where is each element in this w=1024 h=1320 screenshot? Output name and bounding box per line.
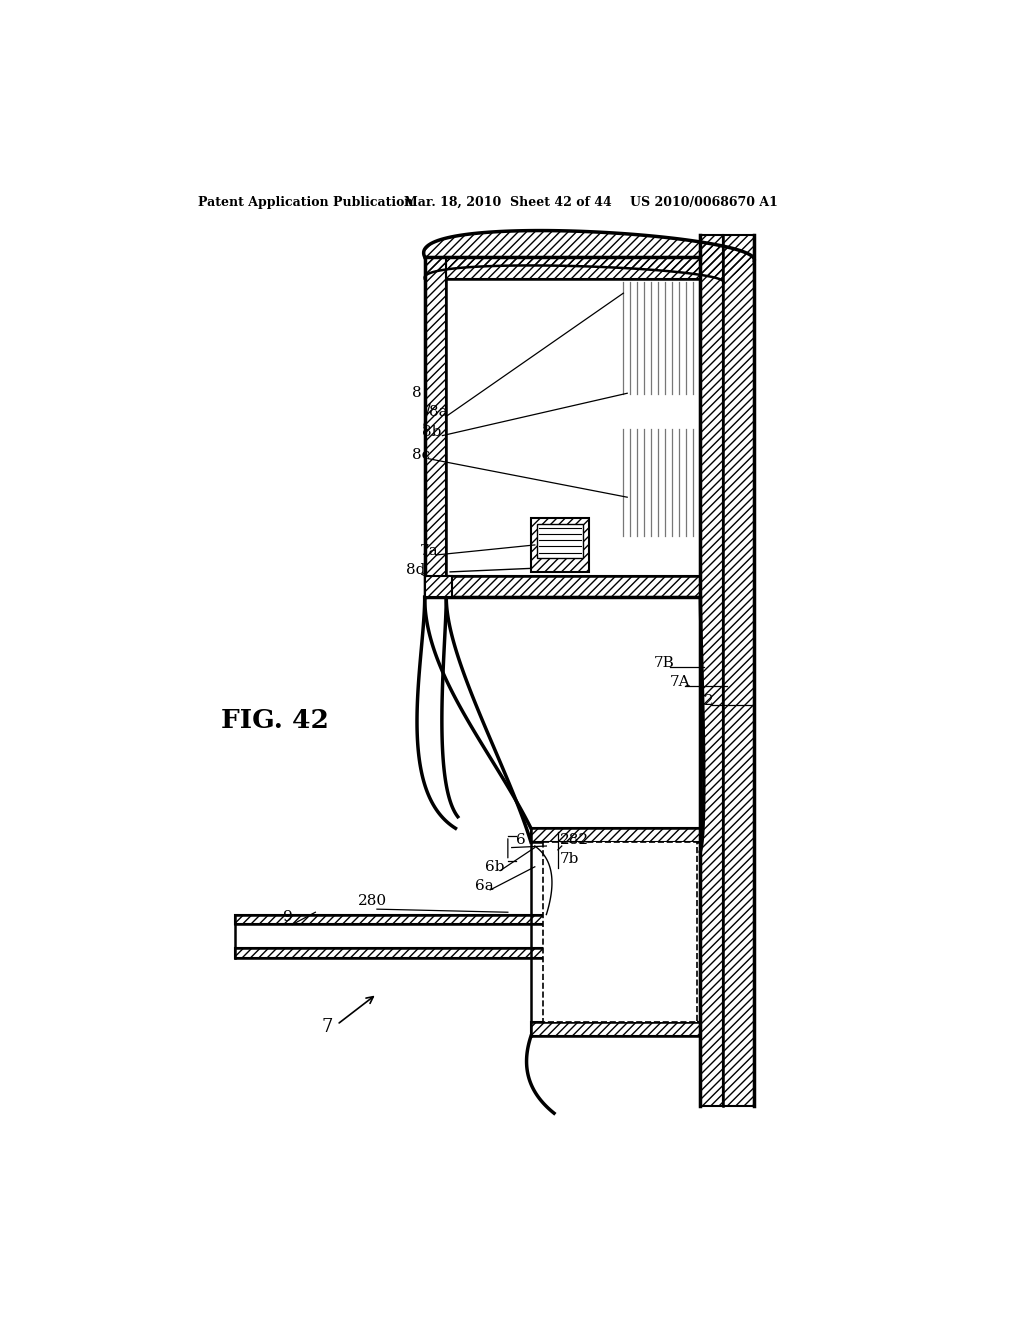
Bar [446,576,700,597]
Bar [425,257,446,597]
Text: US 2010/0068670 A1: US 2010/0068670 A1 [630,197,777,209]
Text: 282: 282 [560,833,590,846]
Text: 6a: 6a [475,879,494,892]
Bar [234,915,547,924]
Bar [724,235,755,1106]
Text: 7: 7 [322,1018,333,1036]
Text: 2: 2 [705,694,714,708]
Bar [531,1022,700,1036]
Bar [425,257,446,597]
Bar [446,576,700,597]
Bar [531,517,589,572]
Bar [543,842,696,1022]
Text: 8a: 8a [429,405,447,420]
Text: Patent Application Publication: Patent Application Publication [199,197,414,209]
Text: Mar. 18, 2010  Sheet 42 of 44: Mar. 18, 2010 Sheet 42 of 44 [403,197,611,209]
Bar [234,915,547,924]
Bar [446,257,700,279]
Text: 7A: 7A [670,675,690,689]
Text: 9: 9 [283,909,293,924]
Bar [234,948,547,958]
Bar [724,235,755,1106]
Bar [700,235,724,1106]
Text: 7b: 7b [560,851,580,866]
Text: 8d: 8d [407,564,426,577]
Bar [531,829,700,842]
Bar [425,576,453,597]
Text: FIG. 42: FIG. 42 [221,709,330,733]
Bar [531,829,700,842]
Bar [700,235,724,1106]
Bar [234,948,547,958]
Text: 6: 6 [515,833,525,846]
Text: 8c: 8c [412,447,430,462]
Text: 8b: 8b [422,425,441,438]
Bar [531,517,589,572]
Text: 7B: 7B [654,656,675,669]
Bar [531,1022,700,1036]
Text: 8: 8 [412,385,421,400]
Bar [425,576,453,597]
Bar [446,257,700,279]
Text: 6b: 6b [484,859,504,874]
Bar [538,524,583,558]
Text: 7a: 7a [419,544,438,558]
Text: 280: 280 [357,895,387,908]
